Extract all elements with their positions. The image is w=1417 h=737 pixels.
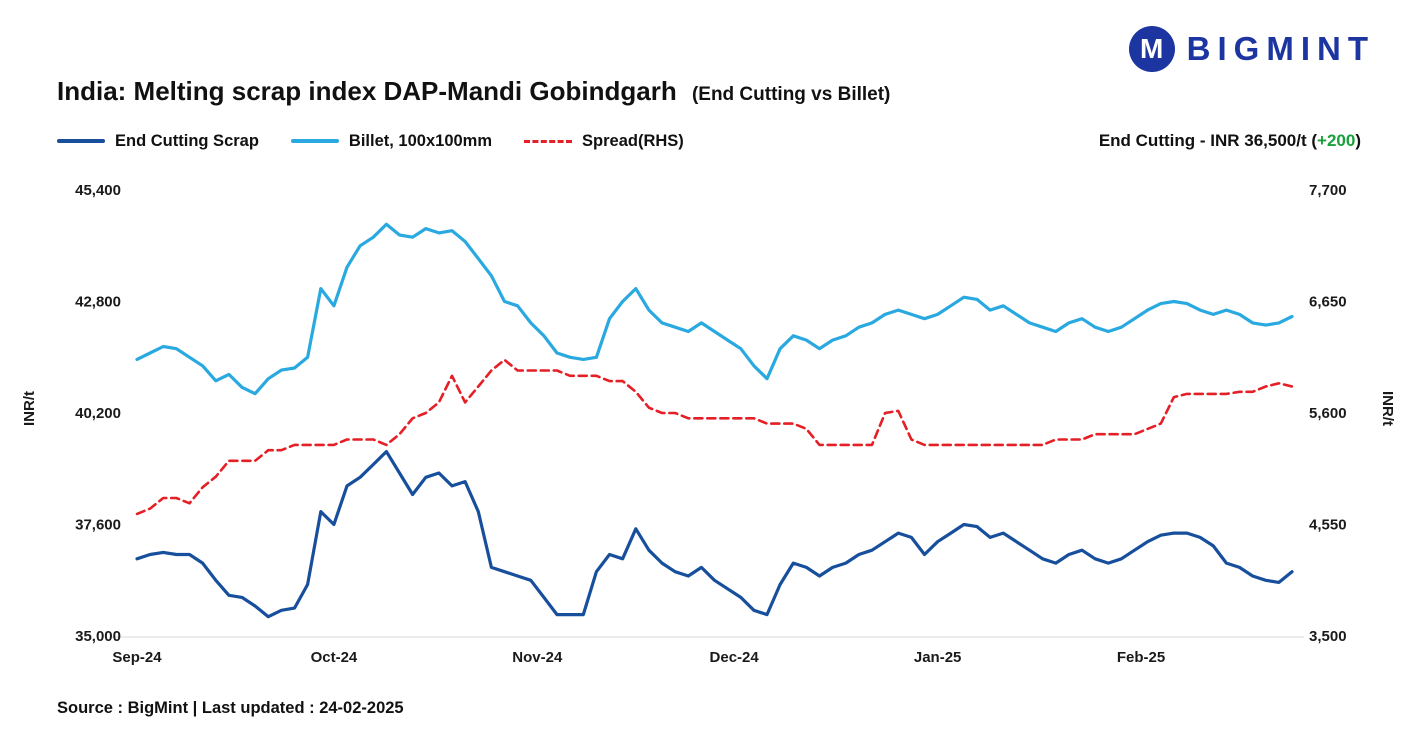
legend-sample-billet-icon [290,139,339,143]
svg-text:Nov-24: Nov-24 [512,649,563,666]
svg-text:Feb-25: Feb-25 [1117,649,1165,666]
legend-sample-spread-icon [524,139,573,143]
svg-text:7,700: 7,700 [1309,182,1347,199]
source-note: Source : BigMint | Last updated : 24-02-… [57,699,404,717]
annotation-change-value: +200 [1317,131,1356,150]
legend-sample-end-cutting-icon [57,139,105,143]
annotation-change-wrap: (+200) [1311,131,1361,150]
svg-text:40,200: 40,200 [75,405,121,422]
logo-letter: M [1140,33,1164,64]
legend-item-spread: Spread(RHS) [524,132,684,151]
legend-label-end-cutting: End Cutting Scrap [115,131,259,150]
legend-item-end-cutting: End Cutting Scrap [57,132,259,151]
legend-item-billet: Billet, 100x100mm [290,131,493,151]
svg-text:Dec-24: Dec-24 [710,649,760,666]
title-main: India: Melting scrap index DAP-Mandi Gob… [57,76,677,106]
svg-text:3,500: 3,500 [1309,628,1347,645]
svg-text:6,650: 6,650 [1309,294,1347,311]
legend-label-billet: Billet, 100x100mm [348,131,493,150]
bigmint-logo: M BIGMINT [1128,26,1375,72]
svg-text:42,800: 42,800 [75,294,121,311]
svg-text:35,000: 35,000 [75,628,121,645]
legend-row: End Cutting Scrap Billet, 100x100mm Spre… [57,131,1361,151]
legend-label-spread: Spread(RHS) [582,131,684,150]
title-subtitle: (End Cutting vs Billet) [691,84,891,105]
annotation-label: End Cutting - INR 36,500/t [1098,131,1307,150]
svg-text:Oct-24: Oct-24 [311,649,358,666]
svg-text:5,600: 5,600 [1309,405,1347,422]
brand-name: BIGMINT [1186,30,1375,67]
latest-price-annotation: End Cutting - INR 36,500/t (+200) [1099,131,1361,151]
price-chart-canvas: 35,000 37,600 40,200 42,800 45,400 3,500 4,550… [75,182,1347,666]
bigmint-logo-icon: M [1128,26,1175,72]
page-title: India: Melting scrap index DAP-Mandi Gob… [57,76,890,107]
svg-text:37,600: 37,600 [75,517,121,534]
svg-text:Sep-24: Sep-24 [112,649,162,666]
svg-text:45,400: 45,400 [75,182,121,199]
chart-legend: End Cutting Scrap Billet, 100x100mm Spre… [57,132,684,151]
svg-text:4,550: 4,550 [1309,517,1347,534]
svg-text:Jan-25: Jan-25 [914,649,962,666]
